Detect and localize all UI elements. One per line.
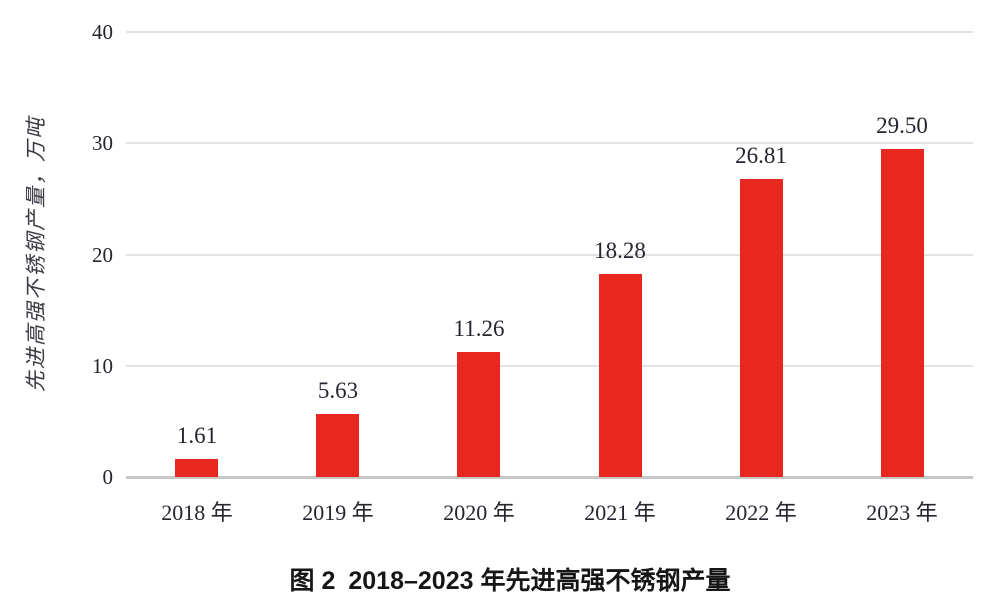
y-tick-label: 10 xyxy=(92,354,113,378)
x-axis-category-label: 2019 年 xyxy=(302,500,374,525)
x-axis-category-label: 2018 年 xyxy=(161,500,233,525)
bar xyxy=(457,352,500,477)
bar xyxy=(599,274,642,477)
figure-label: 图 2 xyxy=(289,567,336,595)
gridline xyxy=(126,365,973,367)
x-axis-category-label: 2020 年 xyxy=(443,500,515,525)
x-axis-category-label: 2022 年 xyxy=(725,500,797,525)
y-tick-label: 20 xyxy=(92,243,113,267)
y-tick-label: 40 xyxy=(92,20,113,44)
bar-value-label: 11.26 xyxy=(453,316,505,341)
bar xyxy=(175,459,218,477)
figure-caption: 图 2 2018–2023 年先进高强不锈钢产量 xyxy=(10,561,1000,597)
bar xyxy=(881,149,924,477)
bar xyxy=(316,414,359,477)
gridline xyxy=(126,31,973,33)
gridline xyxy=(126,142,973,144)
x-axis-category-label: 2023 年 xyxy=(866,500,938,525)
bar-value-label: 26.81 xyxy=(735,143,787,168)
gridline xyxy=(126,254,973,256)
bar xyxy=(740,179,783,477)
y-tick-label: 30 xyxy=(92,131,113,155)
bar-value-label: 18.28 xyxy=(594,238,646,263)
x-axis-baseline xyxy=(126,476,973,479)
bar-value-label: 29.50 xyxy=(876,113,928,138)
y-tick-label: 0 xyxy=(102,465,114,489)
x-axis-category-label: 2021 年 xyxy=(584,500,656,525)
bar-value-label: 5.63 xyxy=(317,378,359,403)
bar-value-label: 1.61 xyxy=(176,423,218,448)
figure-title: 2018–2023 年先进高强不锈钢产量 xyxy=(348,567,731,595)
